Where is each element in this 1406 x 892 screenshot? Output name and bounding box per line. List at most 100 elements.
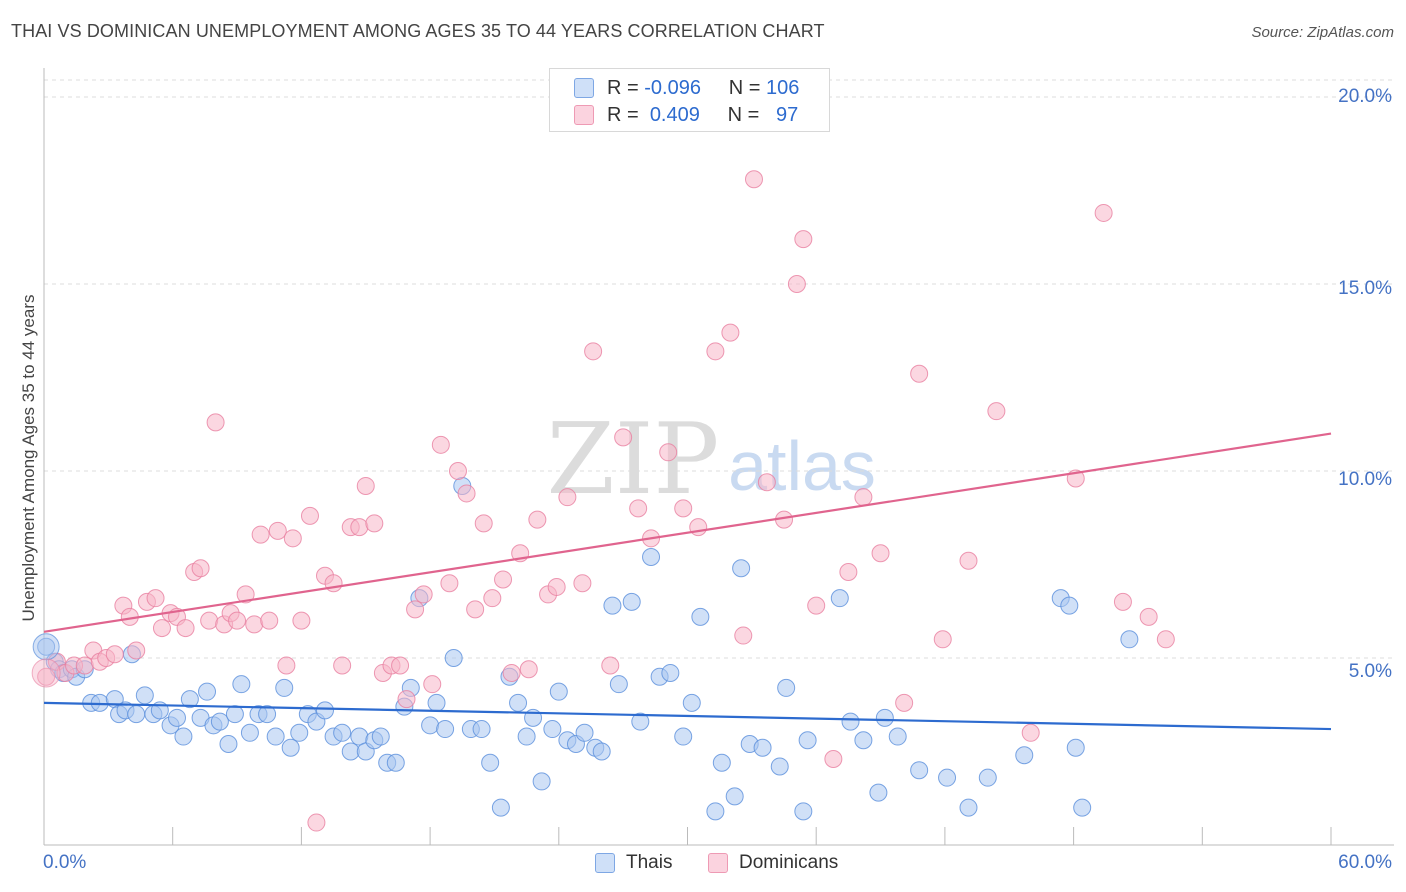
thais-point	[725, 787, 744, 806]
dominicans-point	[300, 506, 319, 525]
dominicans-point	[414, 585, 433, 604]
y-tick-label-20: 20.0%	[1338, 86, 1392, 107]
thais-point	[436, 720, 455, 739]
x-tick-label-min: 0.0%	[43, 852, 87, 873]
dominicans-point	[674, 499, 693, 518]
thais-point	[592, 742, 611, 761]
thais-point	[167, 708, 186, 727]
thais-point	[706, 802, 725, 821]
thais-point	[444, 649, 463, 667]
dominicans-point	[854, 488, 873, 507]
dominicans-point	[1156, 630, 1175, 649]
thais-point	[232, 675, 251, 694]
dominicans-point	[895, 693, 914, 712]
dominicans-point	[1094, 203, 1113, 222]
dominicans-point	[176, 619, 195, 638]
thais-point	[225, 705, 244, 724]
dominicans-point	[406, 600, 425, 619]
y-tick-label-5: 5.0%	[1348, 661, 1392, 682]
thais-point	[888, 727, 907, 746]
dominicans-point	[356, 476, 375, 495]
dominicans-point	[191, 559, 210, 578]
dominicans-point	[502, 663, 521, 682]
thais-point	[674, 727, 693, 746]
dominicans-point	[283, 529, 302, 548]
dominicans-point	[987, 402, 1006, 421]
dominicans-point	[871, 544, 890, 563]
dominicans-point	[706, 342, 725, 361]
thais-r-value: -0.096	[644, 77, 701, 99]
dominicans-point	[307, 813, 326, 832]
thais-point	[1015, 746, 1034, 765]
thais-point	[472, 720, 491, 739]
dominicans-point	[519, 660, 538, 679]
dominicans-point	[787, 275, 806, 293]
thais-point	[127, 705, 146, 724]
thais-r-label: R =	[607, 77, 639, 99]
thais-point	[798, 731, 817, 750]
thais-point	[622, 592, 641, 611]
dominicans-point	[601, 656, 620, 675]
dominicans-swatch-icon	[574, 105, 594, 125]
dominicans-point	[528, 510, 547, 529]
thais-point	[777, 678, 796, 697]
y-tick-label-10: 10.0%	[1338, 469, 1392, 490]
thais-point	[210, 712, 229, 731]
dominicans-point	[251, 525, 270, 544]
dominicans-point	[146, 589, 165, 608]
thais-point	[575, 723, 594, 742]
dominicans-point	[292, 611, 311, 630]
thais-point	[631, 712, 650, 731]
source-label: Source: ZipAtlas.com	[1251, 24, 1394, 41]
thais-point	[691, 607, 710, 626]
dominicans-point	[584, 342, 603, 361]
dominicans-n-value: 97	[776, 104, 799, 126]
thais-point	[854, 731, 873, 750]
dominicans-point	[744, 170, 763, 189]
dominicans-point	[260, 611, 279, 630]
dominicans-point	[466, 600, 485, 619]
dominicans-point	[547, 577, 566, 596]
thais-point	[1066, 738, 1085, 757]
thais-point	[275, 678, 294, 697]
dominicans-point	[37, 667, 56, 686]
chart-title: THAI VS DOMINICAN UNEMPLOYMENT AMONG AGE…	[11, 21, 825, 41]
dominicans-point	[494, 570, 513, 589]
thais-point	[938, 768, 957, 787]
thais-legend-swatch-icon	[595, 853, 615, 873]
dominicans-legend-swatch-icon	[708, 853, 728, 873]
thais-point	[841, 712, 860, 731]
thais-point	[1060, 596, 1079, 615]
thais-point	[219, 735, 238, 754]
dominicans-point	[573, 574, 592, 593]
dominicans-point	[959, 551, 978, 570]
thais-point	[532, 772, 551, 791]
thais-point	[341, 742, 360, 761]
dominicans-point	[365, 514, 384, 533]
dominicans-point	[1113, 592, 1132, 611]
thais-point	[875, 708, 894, 727]
dominicans-point	[659, 443, 678, 462]
thais-point	[491, 798, 510, 817]
dominicans-r-value: 0.409	[649, 104, 700, 126]
thais-point	[427, 693, 446, 712]
dominicans-point	[75, 656, 94, 675]
dominicans-r-label: R =	[607, 104, 639, 126]
thais-point	[198, 682, 217, 701]
dominicans-point	[206, 413, 225, 432]
thais-point	[543, 720, 562, 739]
thais-point	[350, 727, 369, 746]
thais-point	[830, 589, 849, 608]
dominicans-point	[757, 473, 776, 492]
thais-point	[386, 753, 405, 772]
dominicans-point	[483, 589, 502, 608]
thais-swatch-icon	[574, 78, 594, 98]
dominicans-point	[457, 484, 476, 503]
watermark-atlas: atlas	[728, 427, 876, 505]
thais-point	[333, 723, 352, 742]
dominicans-point	[734, 626, 753, 645]
dominicans-point	[277, 656, 296, 675]
thais-point	[642, 548, 661, 567]
thais-point	[240, 723, 259, 742]
